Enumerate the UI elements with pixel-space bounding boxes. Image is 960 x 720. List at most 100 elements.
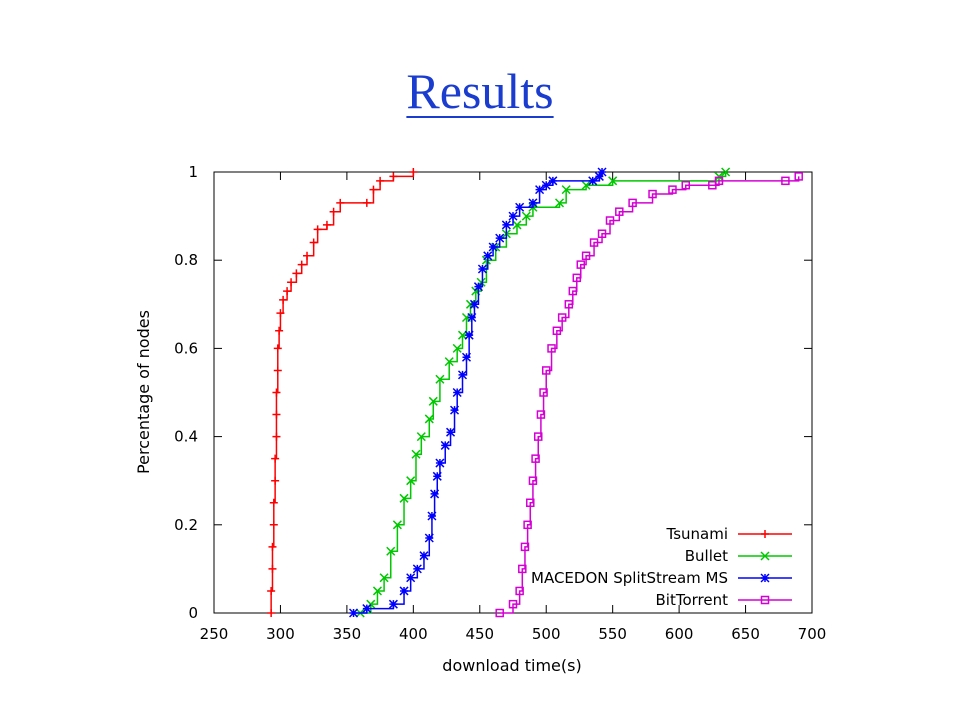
data-point bbox=[508, 599, 518, 609]
data-point bbox=[452, 343, 462, 353]
data-point bbox=[273, 366, 282, 375]
data-point bbox=[535, 185, 545, 195]
data-point bbox=[508, 211, 518, 221]
data-point bbox=[528, 198, 538, 208]
data-point bbox=[533, 432, 543, 441]
data-point bbox=[283, 287, 292, 296]
data-point bbox=[272, 388, 281, 397]
data-point bbox=[488, 242, 498, 252]
data-point bbox=[303, 251, 312, 260]
x-tick-label: 600 bbox=[665, 625, 694, 643]
data-point bbox=[424, 533, 434, 543]
data-point bbox=[515, 586, 524, 596]
data-point bbox=[386, 546, 396, 556]
data-point bbox=[388, 599, 398, 609]
data-point bbox=[419, 551, 429, 561]
series-macedon-splitstream-ms bbox=[349, 167, 607, 618]
data-point bbox=[628, 198, 637, 208]
data-point bbox=[399, 493, 409, 503]
data-point bbox=[428, 396, 438, 406]
data-point bbox=[781, 176, 790, 186]
data-point bbox=[588, 176, 598, 186]
data-point bbox=[552, 326, 562, 336]
x-tick-label: 250 bbox=[200, 625, 229, 643]
data-point bbox=[608, 176, 618, 186]
series-tsunami bbox=[267, 168, 418, 617]
data-point bbox=[721, 167, 731, 177]
data-point bbox=[440, 440, 450, 450]
data-point bbox=[279, 295, 288, 304]
data-point bbox=[523, 520, 532, 530]
data-point bbox=[576, 260, 586, 269]
x-tick-label: 300 bbox=[266, 625, 295, 643]
x-tick-label: 700 bbox=[798, 625, 827, 643]
data-point bbox=[329, 207, 338, 216]
data-point bbox=[681, 180, 691, 190]
data-point bbox=[336, 198, 345, 207]
data-point bbox=[389, 172, 398, 181]
data-point bbox=[362, 604, 372, 614]
data-point bbox=[518, 564, 527, 574]
data-point bbox=[276, 309, 285, 318]
data-point bbox=[760, 595, 770, 605]
data-point bbox=[416, 432, 426, 442]
data-point bbox=[554, 198, 565, 208]
slide-title: Results bbox=[406, 63, 554, 119]
data-point bbox=[521, 211, 531, 221]
legend-label: Bullet bbox=[685, 547, 728, 565]
data-point bbox=[515, 202, 525, 212]
legend: Tsunami Bullet MACEDON SplitStream MS BitTo… bbox=[531, 525, 792, 609]
data-point bbox=[412, 564, 422, 574]
data-point bbox=[512, 220, 522, 230]
data-point bbox=[714, 171, 724, 181]
series-line bbox=[499, 176, 800, 614]
data-point bbox=[501, 220, 511, 230]
data-point bbox=[275, 326, 284, 335]
data-point bbox=[648, 189, 657, 199]
data-point bbox=[483, 251, 493, 261]
data-point bbox=[272, 410, 281, 419]
data-point bbox=[432, 471, 442, 481]
data-point bbox=[322, 220, 331, 229]
data-point bbox=[446, 427, 456, 437]
data-point bbox=[271, 454, 280, 463]
legend-label: Tsunami bbox=[666, 525, 728, 543]
data-point bbox=[427, 511, 437, 521]
data-point bbox=[526, 498, 535, 507]
data-point bbox=[495, 233, 505, 243]
data-point bbox=[531, 454, 540, 463]
data-point bbox=[267, 586, 276, 595]
data-point bbox=[435, 458, 445, 468]
data-point bbox=[457, 370, 468, 380]
data-point bbox=[708, 180, 717, 190]
data-point bbox=[267, 609, 276, 617]
data-point bbox=[668, 185, 677, 194]
data-point bbox=[297, 260, 306, 269]
data-point bbox=[349, 608, 359, 618]
x-tick-label: 400 bbox=[399, 625, 428, 643]
x-tick-label: 350 bbox=[333, 625, 362, 643]
series-layer bbox=[267, 167, 803, 618]
data-point bbox=[589, 238, 599, 247]
data-point bbox=[271, 476, 280, 485]
data-point bbox=[469, 299, 479, 309]
data-point bbox=[564, 300, 574, 309]
data-point bbox=[760, 573, 770, 583]
data-point bbox=[495, 608, 504, 618]
data-point bbox=[269, 498, 278, 507]
data-point bbox=[761, 530, 769, 538]
data-point bbox=[760, 551, 770, 561]
data-point bbox=[615, 207, 624, 216]
y-tick-label: 0 bbox=[188, 604, 198, 622]
data-point bbox=[309, 238, 318, 247]
data-point bbox=[548, 176, 558, 186]
data-point bbox=[794, 172, 803, 181]
data-point bbox=[409, 168, 418, 176]
data-point bbox=[547, 344, 556, 353]
x-tick-label: 500 bbox=[532, 625, 561, 643]
data-point bbox=[597, 229, 607, 238]
data-point bbox=[581, 251, 591, 261]
data-point bbox=[473, 282, 483, 292]
data-point bbox=[269, 520, 278, 529]
data-point bbox=[411, 449, 421, 459]
